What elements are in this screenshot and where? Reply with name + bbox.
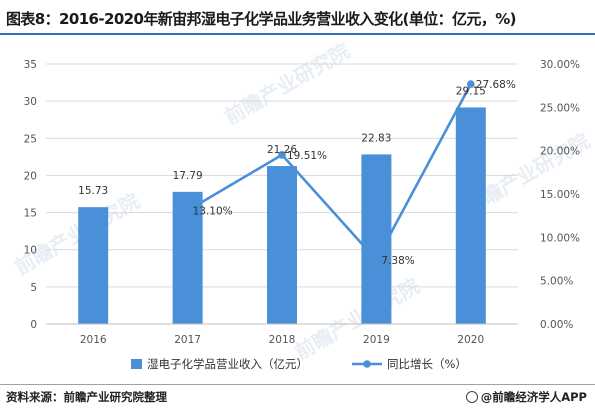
y-left-tick-label: 5 [30, 282, 37, 294]
brand-text: @前瞻经济学人APP [480, 390, 587, 404]
watermark-text: 前瞻产业研究院 [11, 189, 144, 280]
y-right-tick-label: 30.00% [540, 59, 580, 71]
legend-bar-label: 湿电子化学品营业收入（亿元） [147, 357, 308, 371]
y-left-tick-label: 35 [24, 59, 37, 71]
growth-point [467, 80, 475, 88]
watermark-text: 前瞻产业研究院 [221, 39, 354, 130]
legend-bar-swatch [131, 359, 142, 369]
y-right-tick-label: 0.00% [540, 319, 573, 331]
line-series [183, 80, 475, 264]
growth-value-label: 13.10% [193, 205, 233, 217]
y-right-tick-label: 5.00% [540, 276, 573, 288]
bar-value-label: 21.26 [267, 144, 297, 156]
data-labels: 15.73 17.79 21.26 22.83 29.15 13.10% 19.51% 7.3… [78, 79, 516, 267]
y-left-tick-label: 30 [24, 96, 37, 108]
x-tick-label: 2016 [80, 334, 107, 346]
y-right-tick-label: 20.00% [540, 146, 580, 158]
y-right-tick-label: 15.00% [540, 189, 580, 201]
bar-value-label: 29.15 [456, 85, 486, 97]
footer-divider [0, 384, 595, 385]
growth-point [183, 206, 192, 215]
brand-logo-icon [465, 391, 478, 403]
growth-value-label: 7.38% [381, 255, 414, 267]
chart-title: 图表8：2016-2020年新宙邦湿电子化学品业务营业收入变化(单位：亿元，%) [6, 10, 517, 28]
x-tick-label: 2019 [363, 334, 390, 346]
y-left-tick-label: 0 [30, 319, 37, 331]
x-tick-label: 2020 [457, 334, 484, 346]
y-right-tick-label: 25.00% [540, 102, 580, 114]
growth-point [372, 256, 381, 264]
y-right-tick-label: 10.00% [540, 232, 580, 244]
bar-series [78, 107, 486, 324]
x-tick-label: 2018 [269, 334, 296, 346]
bar-value-label: 22.83 [361, 132, 391, 144]
y-left-tick-label: 20 [24, 170, 37, 182]
y-left-tick-label: 10 [24, 245, 37, 257]
bar-value-label: 15.73 [78, 185, 108, 197]
legend-line-marker [363, 360, 371, 368]
y-left-tick-label: 25 [24, 133, 37, 145]
y-left-tick-label: 15 [24, 208, 37, 220]
source-note: 资料来源：前瞻产业研究院整理 [6, 390, 167, 404]
legend: 湿电子化学品营业收入（亿元） 同比增长（%） [131, 357, 467, 371]
bar [267, 166, 297, 324]
growth-value-label: 27.68% [476, 79, 516, 91]
title-divider [0, 33, 595, 35]
brand-credit: @前瞻经济学人APP [465, 389, 587, 405]
growth-point [278, 151, 286, 159]
axes: 0 5 10 15 20 25 30 35 0.00% 5.00% 10.00% 15.00% 20.0… [24, 59, 580, 346]
x-tick-label: 2017 [174, 334, 201, 346]
bar-value-label: 17.79 [173, 170, 203, 182]
bar [455, 107, 486, 324]
growth-line [186, 83, 472, 262]
bar [78, 207, 109, 324]
legend-line-label: 同比增长（%） [387, 357, 467, 371]
growth-value-label: 19.51% [287, 150, 327, 162]
